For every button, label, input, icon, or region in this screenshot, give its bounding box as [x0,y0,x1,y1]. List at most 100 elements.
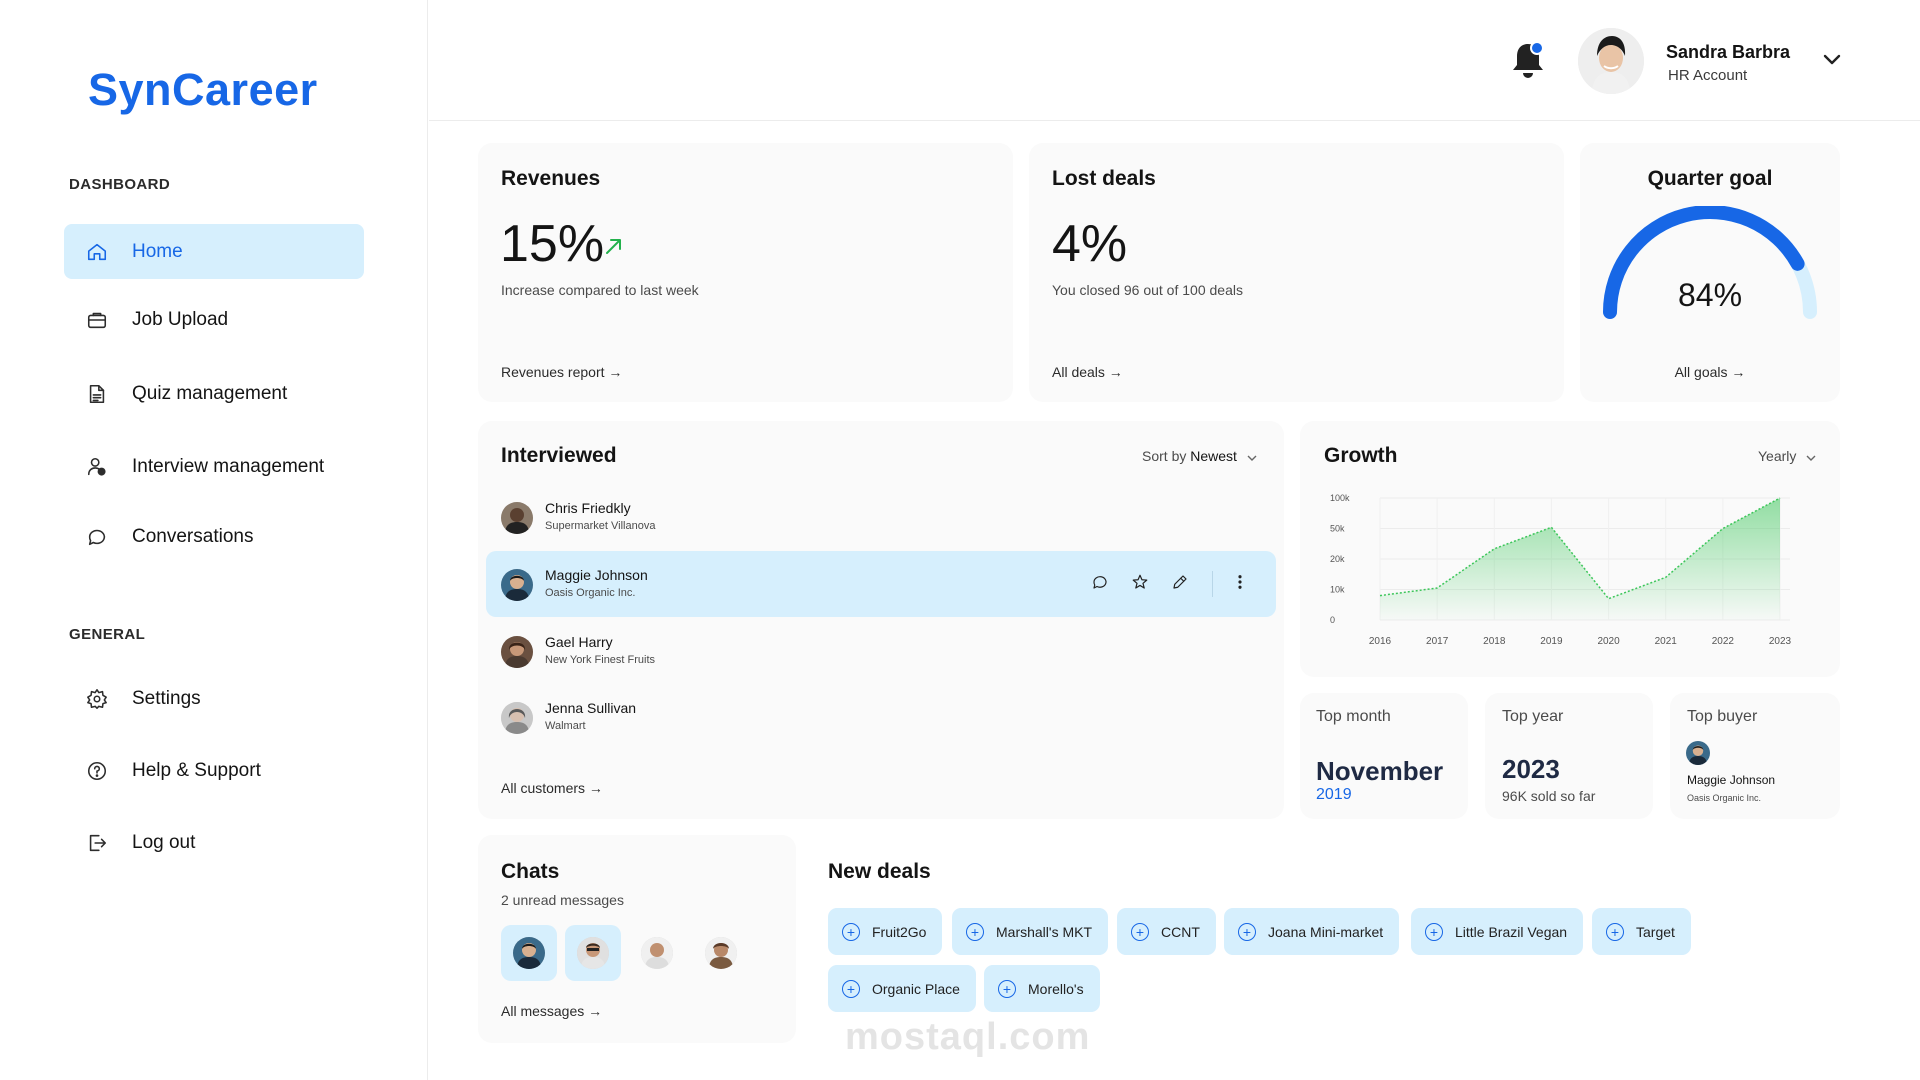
app-logo[interactable]: SynCareer [88,64,318,115]
sidebar-item-interview-management[interactable]: Interview management [64,439,364,494]
chat-avatar[interactable] [693,925,749,981]
all-messages-link[interactable]: All messages → [501,1003,603,1019]
sort-prefix: Sort by [1142,448,1191,464]
plus-circle-icon: + [842,922,860,941]
chats-subtitle: 2 unread messages [501,892,624,908]
plus-circle-icon: + [998,979,1016,998]
lost-deals-card [1029,143,1564,402]
interviewed-card [478,421,1284,819]
chat-avatar[interactable] [565,925,621,981]
y-tick-label: 0 [1330,615,1335,625]
period-value: Yearly [1758,448,1797,464]
section-title-general: GENERAL [69,626,146,643]
x-tick-label: 2023 [1769,636,1792,647]
chevron-down-icon [1806,449,1816,465]
chip-label: Joana Mini-market [1268,923,1384,940]
deal-chip[interactable]: + Marshall's MKT [952,908,1109,955]
x-tick-label: 2020 [1597,636,1620,647]
top-month-card [1300,693,1468,819]
sidebar-item-label: Interview management [132,455,325,477]
all-deals-link[interactable]: All deals → [1052,364,1123,380]
top-buyer-label: Top buyer [1687,708,1758,725]
briefcase-icon [84,307,110,333]
top-month-label: Top month [1316,708,1391,725]
plus-circle-icon: + [966,922,984,941]
period-dropdown[interactable]: Yearly [1758,448,1816,465]
sidebar-item-label: Help & Support [132,759,261,781]
sidebar-item-conversations[interactable]: Conversations [64,509,364,564]
edit-icon[interactable] [1171,573,1191,593]
growth-area [1380,498,1780,620]
chat-avatar[interactable] [629,925,685,981]
avatar[interactable] [1578,28,1644,94]
deal-chip[interactable]: + CCNT [1117,908,1216,955]
sidebar-item-label: Job Upload [132,308,229,330]
revenues-description: Increase compared to last week [501,282,699,298]
row-name: Gael Harry [545,634,613,650]
bell-icon[interactable] [1508,38,1548,82]
all-customers-link[interactable]: All customers → [501,780,603,796]
revenues-title: Revenues [501,167,601,190]
plus-circle-icon: + [842,979,860,998]
chip-label: Little Brazil Vegan [1455,923,1568,940]
plus-circle-icon: + [1131,922,1149,941]
all-goals-link[interactable]: All goals → [1674,364,1746,380]
deal-chip[interactable]: + Organic Place [828,965,976,1012]
sidebar-item-log-out[interactable]: Log out [64,815,364,870]
top-year-label: Top year [1502,708,1564,725]
revenues-report-link[interactable]: Revenues report → [501,364,623,380]
row-company: Oasis Organic Inc. [545,587,636,599]
list-item[interactable]: Chris Friedkly Supermarket Villanova [486,484,1276,550]
y-axis-ticks: 0 10k 20k 50k 100k [1330,493,1350,625]
gear-icon [84,686,110,712]
x-tick-label: 2021 [1655,636,1678,647]
more-vertical-icon[interactable] [1231,573,1251,593]
plus-circle-icon: + [1425,922,1443,941]
deal-chip[interactable]: + Target [1592,908,1691,955]
deal-chip[interactable]: + Joana Mini-market [1224,908,1400,955]
sidebar-item-job-upload[interactable]: Job Upload [64,292,364,347]
sidebar-item-label: Conversations [132,525,254,547]
chip-label: CCNT [1161,923,1200,940]
y-tick-label: 20k [1330,554,1345,564]
row-company: New York Finest Fruits [545,654,656,666]
sidebar-item-home[interactable]: Home [64,224,364,279]
sidebar-item-quiz-management[interactable]: Quiz management [64,366,364,421]
deal-chip[interactable]: + Morello's [984,965,1100,1012]
watermark: mostaql.com [845,1016,1091,1058]
y-tick-label: 10k [1330,585,1345,595]
deal-chip[interactable]: + Little Brazil Vegan [1411,908,1584,955]
top-year-value: 2023 [1502,754,1560,784]
quarter-goal-title: Quarter goal [1647,167,1773,190]
chip-label: Morello's [1028,980,1084,997]
chat-bubble-icon [84,524,110,550]
growth-title: Growth [1324,444,1398,467]
chevron-down-icon[interactable] [1822,52,1842,68]
top-buyer-company: Oasis Organic Inc. [1687,793,1762,803]
sidebar-item-help-support[interactable]: Help & Support [64,743,364,798]
list-item[interactable]: Gael Harry New York Finest Fruits [486,618,1276,684]
avatar [501,702,533,734]
top-year-sub: 96K sold so far [1502,788,1596,804]
comment-icon[interactable] [1091,573,1111,593]
revenues-card [478,143,1013,402]
document-icon [84,381,110,407]
star-icon[interactable] [1131,573,1151,593]
avatar [501,569,533,601]
chip-label: Fruit2Go [872,923,927,940]
list-item[interactable]: Jenna Sullivan Walmart [486,684,1276,750]
sidebar-item-settings[interactable]: Settings [64,671,364,726]
trend-up-icon [604,236,624,256]
help-circle-icon [84,758,110,784]
deal-chip[interactable]: + Fruit2Go [828,908,943,955]
user-settings-icon [84,454,110,480]
list-item[interactable]: Maggie Johnson Oasis Organic Inc. [486,551,1276,617]
chevron-down-icon [1247,449,1257,465]
chat-avatar[interactable] [501,925,557,981]
row-name: Chris Friedkly [545,500,631,516]
x-tick-label: 2022 [1712,636,1735,647]
sort-dropdown[interactable]: Sort by Newest [1142,448,1257,465]
y-tick-label: 50k [1330,524,1345,534]
chip-label: Target [1636,923,1675,940]
x-tick-label: 2019 [1540,636,1563,647]
